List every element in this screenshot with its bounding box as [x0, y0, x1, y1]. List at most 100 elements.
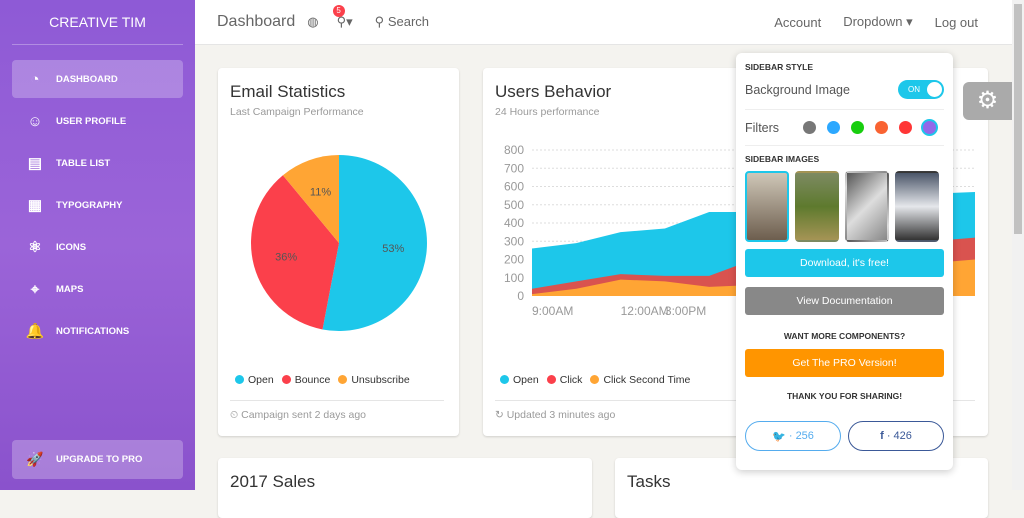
sidebar: CREATIVE TIM ◔ DASHBOARD ☺ USER PROFILE ▤ TAB… [0, 0, 195, 490]
dropdown-menu[interactable]: Dropdown ▾ [843, 14, 913, 29]
gear-icon: ⚙ [976, 87, 999, 114]
thanks-heading: THANK YOU FOR SHARING! [786, 391, 903, 401]
search-button[interactable]: ⚲ Search [375, 14, 429, 30]
scrollbar[interactable] [1012, 0, 1024, 490]
sidebar-item-label: USER PROFILE [56, 115, 127, 127]
filter-color-4[interactable] [899, 121, 912, 134]
account-link[interactable]: Account [774, 14, 822, 30]
pie-slice-label: 36% [275, 252, 297, 264]
legend-item: Open [235, 374, 274, 386]
card-footer: ⏲ Campaign sent 2 days ago [230, 400, 444, 422]
sidebar-image-1[interactable] [745, 171, 789, 242]
sidebar-image-2[interactable] [795, 171, 839, 242]
documentation-button[interactable]: View Documentation [745, 287, 944, 315]
facebook-count: · 426 [886, 430, 912, 442]
filter-color-0[interactable] [803, 121, 816, 134]
email-statistics-card: Email Statistics Last Campaign Performan… [218, 68, 459, 436]
clipboard-icon: ▤ [27, 155, 43, 172]
filters-label: Filters [745, 120, 780, 135]
settings-toggle-button[interactable]: ⚙ [963, 82, 1012, 120]
search-icon: ⚲ [374, 14, 388, 29]
user-icon: ☺ [27, 112, 43, 130]
y-tick-label: 700 [504, 161, 524, 175]
sidebar-item-notifications[interactable]: 🔔 NOTIFICATIONS [12, 312, 183, 350]
pie-slice-label: 11% [310, 187, 331, 199]
download-button[interactable]: Download, it's free! [745, 249, 944, 277]
upgrade-label: UPGRADE TO PRO [56, 454, 143, 465]
legend-label: Unsubscribe [351, 374, 410, 386]
sidebar-images-heading: SIDEBAR IMAGES [745, 154, 820, 164]
logout-link[interactable]: Log out [934, 14, 978, 30]
globe-icon[interactable]: ◍ [307, 14, 319, 29]
pie-chart-icon: ◔ [30, 70, 40, 88]
sidebar-item-maps[interactable]: ⌖ MAPS [12, 270, 183, 308]
card-title: Email Statistics [230, 82, 346, 101]
pie-slice-bounce [250, 175, 339, 330]
filter-color-1[interactable] [827, 121, 840, 134]
y-tick-label: 200 [504, 253, 524, 267]
search-label: Search [387, 14, 430, 29]
fixed-plugin-panel: SIDEBAR STYLE Background Image ON Filter… [736, 53, 953, 470]
sidebar-style-heading: SIDEBAR STYLE [745, 62, 814, 72]
sidebar-image-4[interactable] [895, 171, 939, 242]
sidebar-item-label: ICONS [56, 241, 87, 253]
upgrade-to-pro-button[interactable]: 🚀 UPGRADE TO PRO [12, 440, 183, 479]
legend-label: Open [248, 374, 274, 386]
legend-dot [500, 375, 509, 384]
notification-badge: 5 [332, 5, 345, 17]
sidebar-item-label: TYPOGRAPHY [56, 199, 123, 211]
typography-icon: ▦ [27, 197, 43, 214]
sales-card: 2017 Sales [218, 458, 592, 518]
background-image-toggle[interactable]: ON [898, 80, 944, 99]
card-title: Tasks [627, 472, 671, 491]
more-components-heading: WANT MORE COMPONENTS? [783, 331, 906, 341]
card-subtitle: Last Campaign Performance [230, 106, 364, 118]
legend-dot [338, 375, 348, 384]
legend-item: Click [546, 374, 582, 386]
brand-logo[interactable]: CREATIVE TIM [12, 0, 183, 45]
rocket-icon: 🚀 [26, 451, 44, 467]
notifications-button[interactable]: ⚲▾ 5 [332, 5, 353, 30]
atom-icon: ⚛ [28, 239, 42, 256]
footer-text: Campaign sent 2 days ago [241, 409, 367, 421]
legend-item: Bounce [281, 374, 331, 386]
facebook-share-button[interactable]: f · 426 [848, 421, 944, 451]
map-pin-icon: ⌖ [30, 280, 40, 298]
legend-dot [281, 375, 291, 384]
sidebar-item-typography[interactable]: ▦ TYPOGRAPHY [12, 186, 183, 224]
legend-label: Click Second Time [603, 374, 691, 386]
sidebar-image-3[interactable] [845, 171, 889, 242]
x-tick-label: 9:00AM [532, 304, 573, 318]
y-tick-label: 400 [504, 216, 524, 230]
filter-color-3[interactable] [875, 121, 888, 134]
facebook-icon: f [880, 430, 887, 442]
legend-dot [235, 375, 244, 384]
y-tick-label: 300 [504, 234, 524, 248]
sidebar-item-label: MAPS [56, 283, 84, 295]
pie-slice-open [322, 155, 427, 331]
sidebar-item-user-profile[interactable]: ☺ USER PROFILE [12, 102, 183, 140]
toggle-label: ON [908, 85, 920, 94]
sidebar-item-icons[interactable]: ⚛ ICONS [12, 228, 183, 266]
twitter-share-button[interactable]: 🐦 · 256 [745, 421, 841, 451]
sidebar-item-dashboard[interactable]: ◔ DASHBOARD [12, 60, 183, 98]
background-image-label: Background Image [745, 82, 850, 97]
page-title: Dashboard [217, 13, 296, 30]
sidebar-item-label: DASHBOARD [56, 73, 118, 85]
legend-dot [590, 375, 600, 384]
pie-slice-unsubscribe [282, 155, 339, 243]
twitter-count: · 256 [788, 430, 814, 442]
topbar: Dashboard ◍ ⚲▾ 5 ⚲ Search Account Dropdow… [195, 0, 1012, 45]
card-title: Users Behavior [495, 82, 612, 101]
pro-version-button[interactable]: Get The PRO Version! [745, 349, 944, 377]
sidebar-item-label: TABLE LIST [56, 157, 111, 169]
legend-label: Bounce [294, 374, 331, 386]
sidebar-item-table-list[interactable]: ▤ TABLE LIST [12, 144, 183, 182]
dropdown-label: Dropdown [843, 14, 903, 29]
y-tick-label: 0 [517, 289, 524, 303]
legend-label: Open [513, 374, 539, 386]
x-tick-label: 12:00AM [621, 304, 669, 318]
filter-color-5[interactable] [923, 121, 936, 134]
y-tick-label: 800 [504, 143, 524, 157]
filter-color-2[interactable] [851, 121, 864, 134]
